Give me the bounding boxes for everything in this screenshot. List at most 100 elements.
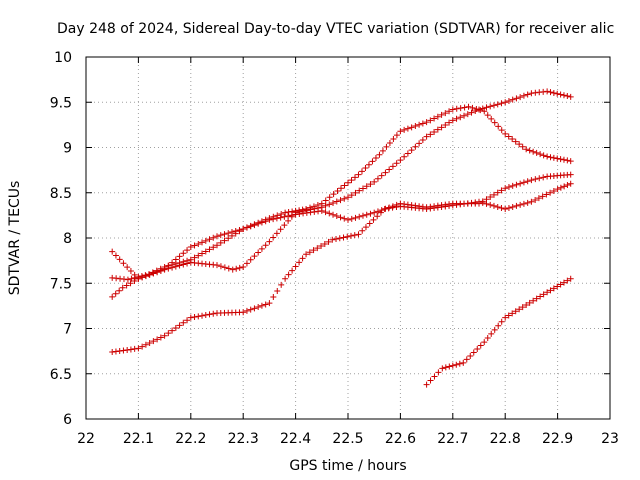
- data-point: [528, 177, 535, 184]
- interpolated-point: [199, 239, 206, 246]
- interpolated-point: [270, 234, 277, 241]
- axis-ticks: 22 22.1 22.2 22.3 22.4 22.5 22.6 22.7 22.8 22.9 23…: [50, 50, 619, 447]
- interpolated-point: [341, 215, 348, 222]
- interpolated-point: [547, 287, 554, 294]
- data-point: [187, 244, 194, 251]
- interpolated-point: [532, 176, 539, 183]
- interpolated-point: [131, 345, 138, 352]
- data-point: [502, 206, 509, 213]
- data-point: [528, 198, 535, 205]
- interpolated-point: [127, 280, 134, 287]
- data-point: [119, 284, 126, 291]
- data-point: [282, 275, 289, 282]
- interpolated-point: [438, 111, 445, 118]
- y-tick-label: 6: [63, 412, 72, 428]
- interpolated-point: [393, 201, 400, 208]
- interpolated-point: [498, 318, 505, 325]
- interpolated-point: [442, 110, 449, 117]
- interpolated-point: [378, 207, 385, 214]
- interpolated-point: [255, 220, 262, 227]
- interpolated-point: [557, 91, 564, 98]
- interpolated-point: [150, 338, 157, 345]
- interpolated-point: [333, 198, 340, 205]
- x-tick-label: 22.2: [175, 431, 206, 447]
- interpolated-point: [431, 203, 438, 210]
- interpolated-point: [322, 209, 329, 216]
- interpolated-point: [477, 342, 484, 349]
- interpolated-point: [285, 213, 292, 220]
- data-point: [567, 171, 574, 178]
- interpolated-point: [490, 102, 497, 109]
- interpolated-point: [540, 174, 547, 181]
- interpolated-point: [370, 216, 377, 223]
- interpolated-point: [217, 263, 224, 270]
- interpolated-point: [446, 108, 453, 115]
- interpolated-point: [509, 96, 516, 103]
- interpolated-point: [314, 245, 321, 252]
- interpolated-point: [532, 196, 539, 203]
- interpolated-point: [524, 91, 531, 98]
- interpolated-point: [217, 239, 224, 246]
- interpolated-point: [513, 181, 520, 188]
- data-point: [567, 93, 574, 100]
- data-point: [460, 359, 467, 366]
- interpolated-point: [543, 191, 550, 198]
- interpolated-point: [274, 287, 281, 294]
- interpolated-point: [494, 189, 501, 196]
- interpolated-point: [453, 361, 460, 368]
- interpolated-point: [469, 104, 476, 111]
- interpolated-point: [427, 131, 434, 138]
- interpolated-point: [233, 265, 240, 272]
- interpolated-point: [408, 202, 415, 209]
- interpolated-point: [416, 203, 423, 210]
- interpolated-point: [498, 205, 505, 212]
- interpolated-point: [412, 123, 419, 130]
- interpolated-point: [191, 242, 198, 249]
- interpolated-point: [169, 259, 176, 266]
- interpolated-point: [157, 334, 164, 341]
- x-tick-label: 22.1: [123, 431, 154, 447]
- interpolated-point: [262, 242, 269, 249]
- interpolated-point: [374, 208, 381, 215]
- data-point: [240, 225, 247, 232]
- interpolated-point: [330, 191, 337, 198]
- interpolated-point: [243, 307, 250, 314]
- data-point: [303, 251, 310, 258]
- interpolated-point: [184, 247, 191, 254]
- interpolated-point: [322, 202, 329, 209]
- interpolated-point: [533, 295, 540, 302]
- interpolated-point: [348, 215, 355, 222]
- interpolated-point: [247, 223, 254, 230]
- interpolated-point: [494, 203, 501, 210]
- interpolated-point: [124, 264, 131, 271]
- interpolated-point: [516, 141, 523, 148]
- interpolated-point: [348, 177, 355, 184]
- interpolated-point: [530, 297, 537, 304]
- interpolated-point: [564, 93, 571, 100]
- interpolated-point: [146, 339, 153, 346]
- y-tick-label: 6.5: [50, 367, 72, 383]
- interpolated-point: [165, 330, 172, 337]
- interpolated-point: [281, 213, 288, 220]
- interpolated-point: [446, 119, 453, 126]
- interpolated-point: [490, 191, 497, 198]
- interpolated-point: [116, 256, 123, 263]
- series-track-b: [109, 88, 574, 300]
- interpolated-point: [547, 89, 554, 96]
- data-point: [214, 233, 220, 240]
- interpolated-point: [340, 234, 347, 241]
- x-tick-label: 22.7: [437, 431, 468, 447]
- series-track-e: [423, 275, 574, 388]
- y-tick-label: 7: [63, 322, 72, 338]
- interpolated-point: [333, 236, 340, 243]
- interpolated-point: [176, 322, 183, 329]
- interpolated-point: [184, 260, 191, 267]
- interpolated-point: [199, 250, 206, 257]
- interpolated-point: [338, 185, 345, 192]
- interpolated-point: [369, 158, 376, 165]
- interpolated-point: [498, 127, 505, 134]
- interpolated-point: [341, 195, 348, 202]
- interpolated-point: [446, 201, 453, 208]
- interpolated-point: [550, 285, 557, 292]
- interpolated-point: [228, 229, 235, 236]
